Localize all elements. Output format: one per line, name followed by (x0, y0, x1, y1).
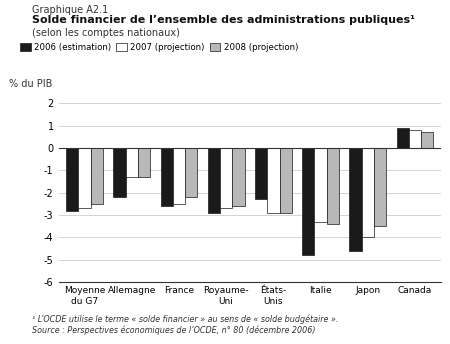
Bar (220, 148, 232, 208)
Text: Graphique A2.1: Graphique A2.1 (32, 5, 108, 15)
Bar (409, 130, 421, 148)
Bar (279, 148, 292, 213)
Text: % du PIB: % du PIB (9, 79, 52, 89)
Bar (232, 148, 244, 206)
Bar (66, 148, 78, 211)
Bar (267, 148, 279, 213)
Bar (374, 148, 386, 226)
Bar (315, 148, 327, 222)
Text: Solde financier de l’ensemble des administrations publiques¹: Solde financier de l’ensemble des admini… (32, 15, 414, 25)
Bar (362, 148, 374, 237)
Bar (161, 148, 173, 206)
Bar (126, 148, 138, 177)
Bar (138, 148, 150, 177)
Bar (421, 132, 433, 148)
Text: (selon les comptes nationaux): (selon les comptes nationaux) (32, 28, 180, 38)
Bar (208, 148, 220, 213)
Bar (78, 148, 90, 208)
Text: ¹ L’OCDE utilise le terme « solde financier » au sens de « solde budgétaire ».: ¹ L’OCDE utilise le terme « solde financ… (32, 315, 338, 324)
Bar (185, 148, 198, 197)
Bar (349, 148, 362, 251)
Bar (255, 148, 267, 200)
Bar (396, 128, 409, 148)
Bar (302, 148, 315, 255)
Bar (173, 148, 185, 204)
Text: Source : Perspectives économiques de l’OCDE, n° 80 (décembre 2006): Source : Perspectives économiques de l’O… (32, 325, 315, 335)
Bar (327, 148, 339, 224)
Bar (90, 148, 103, 204)
Bar (113, 148, 126, 197)
Legend: 2006 (estimation), 2007 (projection), 2008 (projection): 2006 (estimation), 2007 (projection), 20… (17, 40, 302, 55)
